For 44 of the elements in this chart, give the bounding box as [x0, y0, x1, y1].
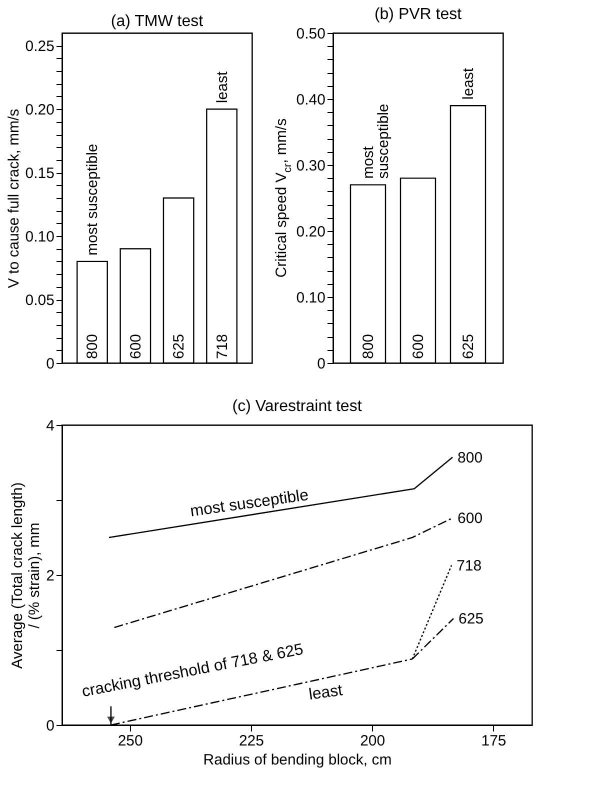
- annotation: most susceptible: [84, 144, 102, 256]
- annotation: cracking threshold of 718 & 625: [80, 641, 305, 701]
- annotation: least: [460, 67, 477, 100]
- x-tick-label: 200: [360, 732, 386, 750]
- y-tick-label: 0: [317, 356, 326, 372]
- y-tick-label: 0: [46, 718, 54, 734]
- y-tick-label: 0.25: [25, 38, 54, 56]
- y-axis-title: V to cause full crack, mm/s: [5, 108, 22, 288]
- y-tick-label: 4: [46, 418, 54, 434]
- y-tick-label: 0.05: [25, 292, 54, 310]
- y-axis-title: Average (Total crack length) / (% strain), mm: [9, 482, 44, 669]
- series-label: 600: [458, 510, 483, 527]
- category-label: 718: [214, 334, 231, 359]
- annotation: most susceptible: [189, 486, 310, 520]
- category-label: 625: [460, 334, 477, 359]
- y-tick-label: 0.30: [296, 158, 326, 174]
- category-label: 625: [170, 334, 188, 359]
- y-tick-label: 0.20: [296, 224, 326, 240]
- x-axis-title: Radius of bending block, cm: [203, 752, 392, 768]
- x-tick-label: 175: [481, 732, 506, 750]
- y-axis-title: Critical speed Vcr, mm/s: [273, 118, 294, 278]
- category-label: 800: [84, 334, 102, 359]
- series-label: 625: [458, 610, 484, 628]
- chart-title: (a) TMW test: [110, 13, 204, 30]
- x-tick-label: 250: [118, 732, 143, 750]
- y-tick-label: 0.15: [25, 165, 54, 182]
- y-tick-label: 0.10: [296, 290, 326, 306]
- annotation: least: [214, 70, 231, 104]
- annotation: least: [308, 682, 344, 704]
- y-tick-label: 0.50: [296, 26, 326, 42]
- x-tick-label: 225: [238, 732, 264, 750]
- category-label: 600: [127, 334, 144, 359]
- category-label: 800: [360, 334, 377, 359]
- annotation: most susceptible: [360, 104, 392, 179]
- category-label: 600: [410, 334, 427, 359]
- y-tick-label: 2: [46, 568, 54, 584]
- y-tick-label: 0.10: [25, 228, 54, 246]
- y-tick-label: 0.20: [25, 102, 54, 119]
- series-label: 800: [458, 449, 483, 466]
- chart-title: (b) PVR test: [374, 6, 462, 23]
- chart-title: (c) Varestraint test: [232, 398, 362, 415]
- series-label: 718: [456, 557, 482, 574]
- y-tick-label: 0: [46, 356, 54, 372]
- y-tick-label: 0.40: [296, 92, 326, 108]
